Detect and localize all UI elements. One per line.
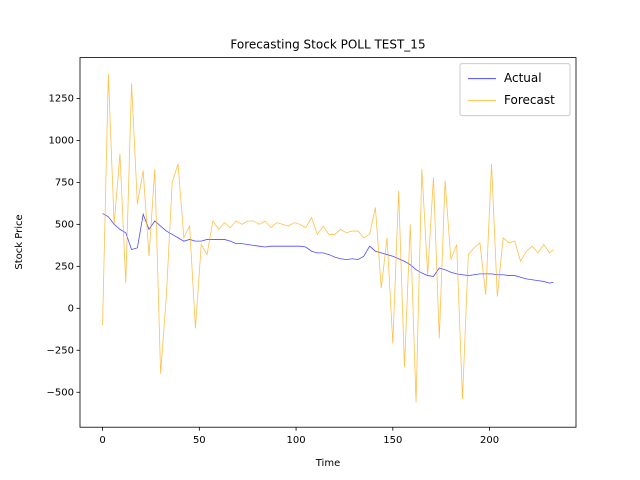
plot-frame (79, 57, 577, 428)
legend-label: Actual (504, 71, 542, 85)
y-tick-label: 1000 (49, 135, 74, 146)
y-tick-label: −500 (47, 387, 74, 398)
y-tick-label: 250 (55, 261, 74, 272)
y-tick-label: 0 (68, 303, 74, 314)
y-tick-label: −250 (47, 345, 74, 356)
x-tick-label: 200 (480, 435, 499, 446)
line (102, 74, 554, 403)
y-tick-label: 500 (55, 219, 74, 230)
y-tick-label: 750 (55, 177, 74, 188)
chart-title: Forecasting Stock POLL TEST_15 (230, 38, 425, 52)
x-tick-label: 0 (99, 435, 105, 446)
x-tick-label: 150 (383, 435, 402, 446)
x-tick-label: 100 (287, 435, 306, 446)
x-tick-label: 50 (193, 435, 206, 446)
legend-box (459, 63, 571, 117)
legend-label: Forecast (504, 93, 555, 107)
x-axis-label: Time (315, 458, 340, 469)
y-axis-label: Stock Price (14, 214, 25, 269)
line (102, 212, 554, 284)
y-tick-label: 1250 (49, 93, 74, 104)
